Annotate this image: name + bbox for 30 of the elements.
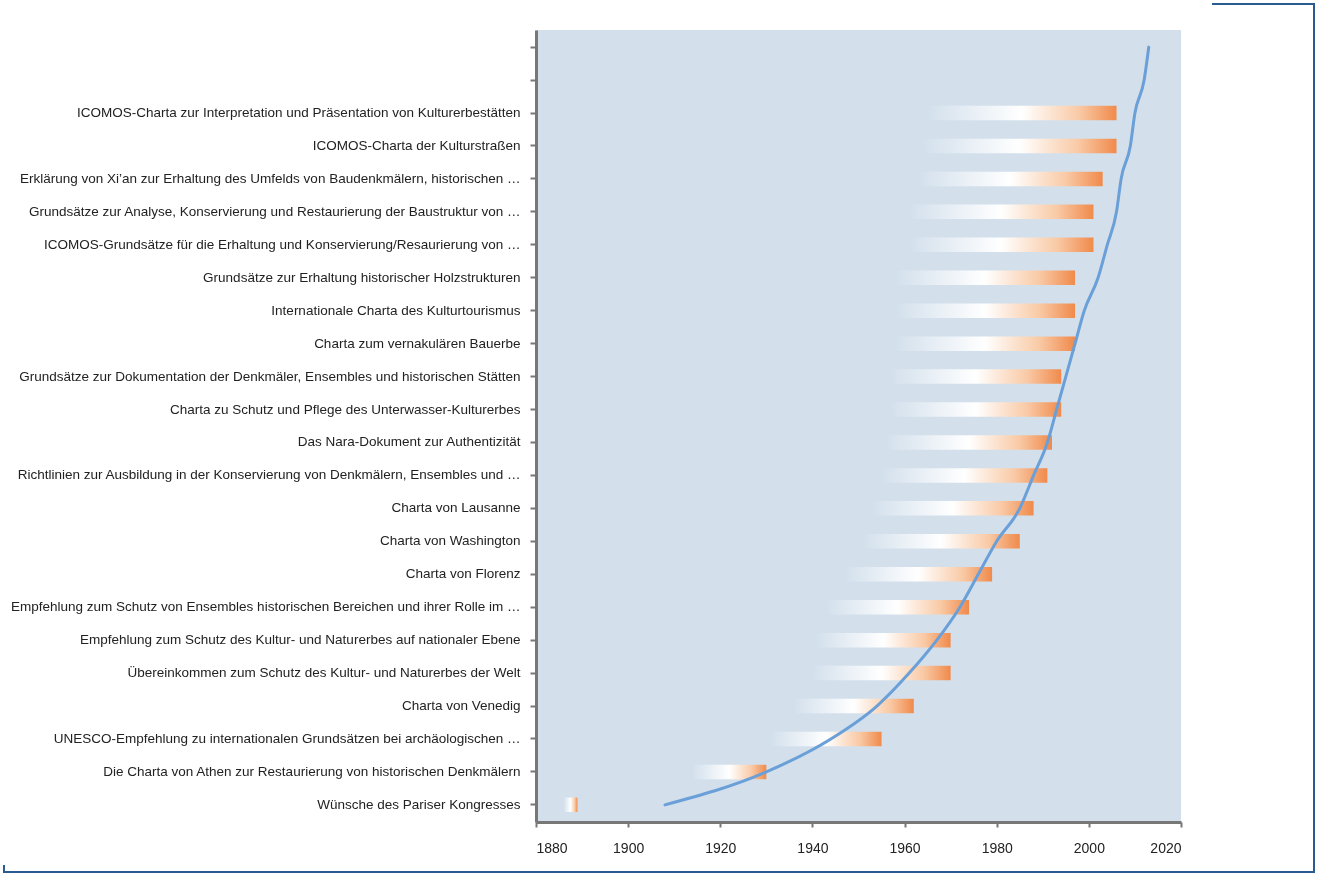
y-tick-label: UNESCO-Empfehlung zu internationalen Grundsätzen bei archäologischen … bbox=[53, 730, 521, 746]
y-tick-label: Die Charta von Athen zur Restaurierung von historischen Denkmälern bbox=[103, 763, 521, 779]
y-tick-label: Charta von Venedig bbox=[401, 698, 521, 714]
y-tick-label: Empfehlung zum Schutz von Ensembles historischen Bereichen und ihrer Rolle im … bbox=[11, 599, 521, 615]
y-tick-label: Richtlinien zur Ausbildung in der Konservierung von Denkmälern, Ensembles und … bbox=[17, 467, 521, 483]
y-tick-label: Grundsätze zur Dokumentation der Denkmäler, Ensembles und historischen Stätten bbox=[19, 368, 521, 384]
y-tick-label: Wünsche des Pariser Kongresses bbox=[317, 796, 521, 812]
y-tick-label: ICOMOS-Charta zur Interpretation und Präsentation von Kulturerbestätten bbox=[77, 105, 521, 121]
y-tick-label: Übereinkommen zum Schutz des Kultur- und Naturerbes der Welt bbox=[127, 665, 521, 681]
x-tick-label: 1940 bbox=[797, 839, 829, 856]
y-tick-label: Charta von Lausanne bbox=[391, 500, 521, 516]
x-tick-label: 1980 bbox=[981, 839, 1013, 856]
x-tick-label: 2000 bbox=[1073, 839, 1106, 856]
y-tick-label: ICOMOS-Grundsätze für die Erhaltung und Konservierung/Resaurierung von … bbox=[44, 236, 521, 252]
y-tick-label: Empfehlung zum Schutz des Kultur- und Naturerbes auf nationaler Ebene bbox=[79, 632, 521, 648]
y-tick-label: Charta zu Schutz und Pflege des Unterwasser-Kulturerbes bbox=[170, 401, 521, 417]
y-tick-label: Das Nara-Dokument zur Authentizität bbox=[297, 434, 521, 450]
x-tick-label: 1920 bbox=[705, 839, 737, 856]
x-tick-label: 1880 bbox=[536, 839, 568, 856]
x-tick-label: 1900 bbox=[613, 839, 645, 856]
x-tick-label: 1960 bbox=[889, 839, 921, 856]
y-tick-label: Erklärung von Xi’an zur Erhaltung des Umfelds von Baudenkmälern, historischen … bbox=[19, 170, 521, 186]
y-tick-label: Grundsätze zur Erhaltung historischer Holzstrukturen bbox=[203, 269, 521, 285]
y-tick-label: Charta zum vernakulären Bauerbe bbox=[314, 335, 521, 351]
x-tick-label: 2020 bbox=[1150, 839, 1182, 856]
y-tick-label: ICOMOS-Charta der Kulturstraßen bbox=[312, 137, 521, 153]
y-tick-label: Internationale Charta des Kulturtourismus bbox=[271, 302, 521, 318]
y-tick-label: Charta von Florenz bbox=[405, 566, 521, 582]
y-tick-label: Grundsätze zur Analyse, Konservierung und Restaurierung der Baustruktur von … bbox=[28, 203, 521, 219]
y-tick-label: Charta von Washington bbox=[379, 533, 521, 549]
